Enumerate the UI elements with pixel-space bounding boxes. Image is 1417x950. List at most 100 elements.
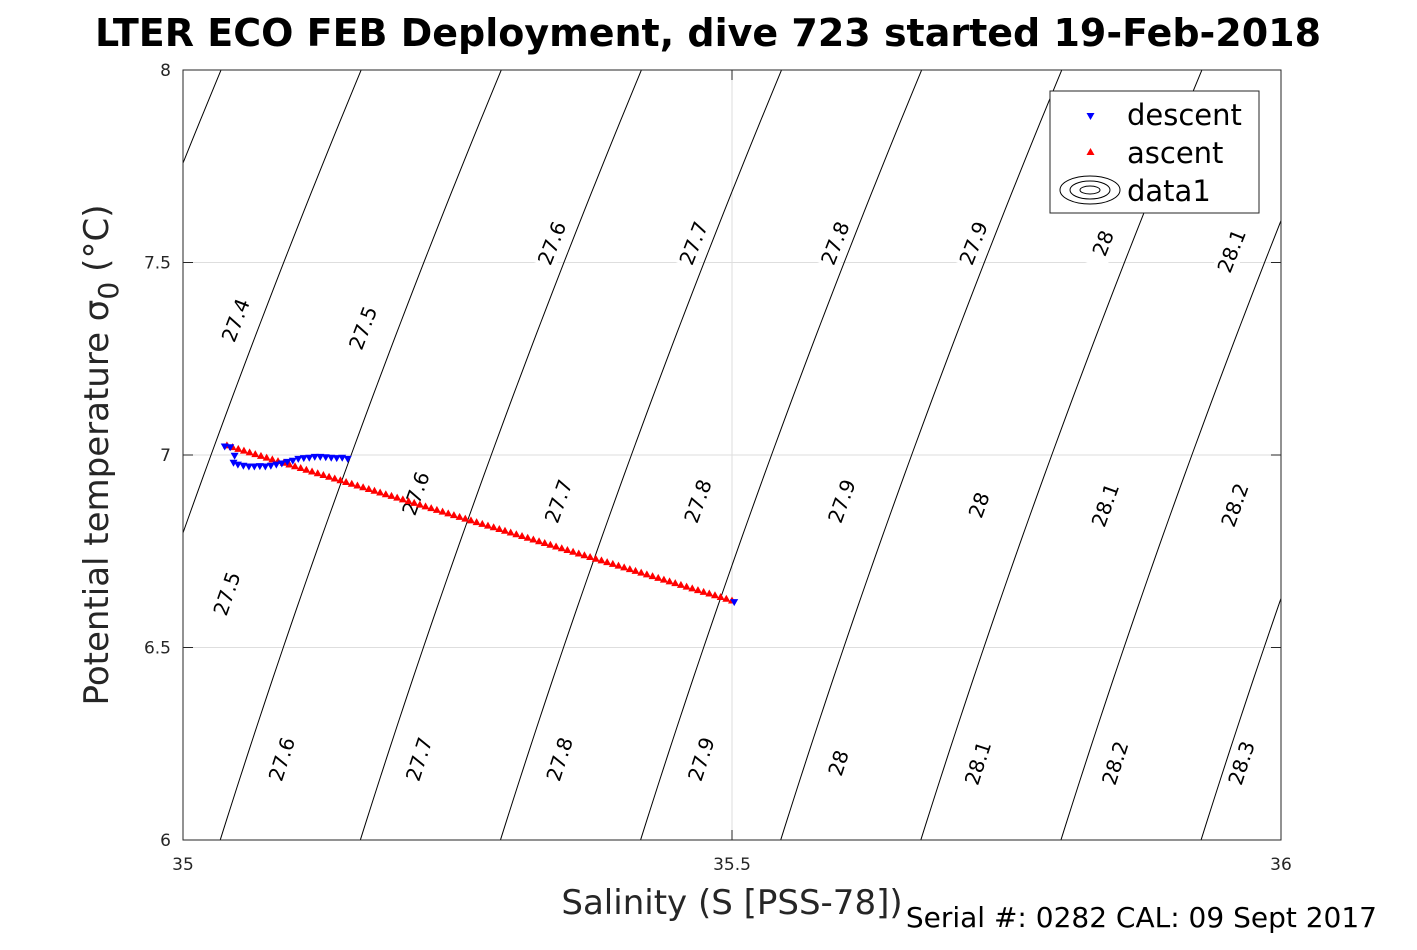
descent-point [230,452,239,460]
descent-point [310,453,319,461]
ascent-point [489,523,498,531]
ascent-point [710,591,719,599]
contour-label-bg [531,216,572,270]
ascent-point [722,594,731,602]
contour-line-27.7 [359,70,642,840]
ascent-point [506,528,515,536]
ascent-point [376,488,385,496]
ascent-point [256,451,265,459]
descent-point [226,444,235,452]
descent-point [316,453,325,461]
legend-data1-label: data1 [1127,174,1211,208]
ascent-point [387,491,396,499]
ascent-point [614,561,623,569]
ascent-point [535,537,544,545]
ascent-point [586,552,595,560]
y-axis-label-main: Potential temperature σ [77,300,117,706]
descent-point [229,459,238,467]
ascent-point [347,479,356,487]
contour-label-bg [822,474,862,528]
ascent-point [699,587,708,595]
descent-point [272,461,281,469]
contour-label-bg [207,566,247,621]
ascent-point [637,568,646,576]
y-tick-label: 8 [160,61,171,81]
ascent-point [353,481,362,489]
ascent-point [495,525,504,533]
ascent-point [330,474,339,482]
descent-point [244,463,253,471]
ascent-point [415,500,424,508]
contour-label-bg [396,466,436,521]
ascent-point [262,453,271,461]
ascent-point [591,554,600,562]
contour-line-27.8 [499,70,783,840]
ascent-point [648,572,657,580]
x-tick-label: 35 [172,855,194,875]
serial-footer: Serial #: 0282 CAL: 09 Sept 2017 [906,901,1377,934]
ascent-point [569,547,578,555]
contour-line-27.6 [219,70,502,840]
ascent-point [642,570,651,578]
y-tick-label: 7.5 [144,254,171,274]
contour-label-bg [819,736,858,790]
ascent-point [461,514,470,522]
ascent-point [444,509,453,517]
ascent-point [552,542,561,550]
contour-label-bg [1215,478,1255,532]
contour-label-bg [1211,224,1252,278]
ascent-point [688,584,697,592]
y-axis-label-subscript: 0 [92,282,125,300]
contour-label-bg [540,732,579,786]
legend-box [1049,90,1260,214]
descent-point [299,455,308,463]
ascent-point [319,471,328,479]
ascent-point [438,507,447,515]
ascent-point [370,486,379,494]
ascent-point [580,551,589,559]
ascent-point [603,558,612,566]
ascent-point [597,556,606,564]
contour-line-28.2 [1060,219,1281,840]
ascent-point [449,511,458,519]
y-tick-label: 6 [160,831,171,851]
y-axis-label-unit: (°C) [77,205,117,272]
ascent-point [381,490,390,498]
ascent-point [359,483,368,491]
ascent-point [716,593,725,601]
x-tick-label: 36 [1270,855,1292,875]
ascent-point [472,518,481,526]
ascent-point [245,448,254,456]
contour-label-bg [1083,216,1124,270]
contour-line-27.9 [640,70,923,840]
descent-point [283,458,292,466]
ascent-point [251,450,260,458]
descent-point [294,455,303,463]
contour-label-bg [815,216,856,270]
ascent-point [529,535,538,543]
descent-point [266,462,275,470]
ascent-point [398,495,407,503]
contour-label-bg [215,293,256,347]
ascent-point [478,519,487,527]
ascent-point [693,586,702,594]
ascent-point [705,589,714,597]
contour-label-bg [682,732,721,786]
contour-label-bg [959,478,999,532]
descent-point [220,443,229,451]
descent-point [239,462,248,470]
ascent-point [364,484,373,492]
ascent-point [393,493,402,501]
contour-label-bg [673,216,714,270]
ascent-point [665,577,674,585]
ascent-point [268,455,277,463]
ascent-point [483,521,492,529]
ascent-point [608,559,617,567]
ascent-point [421,502,430,510]
contour-label-bg [262,732,301,786]
legend: descent ascent data1 [1049,90,1260,214]
ascent-point [676,580,685,588]
y-tick-label: 7 [160,446,171,466]
